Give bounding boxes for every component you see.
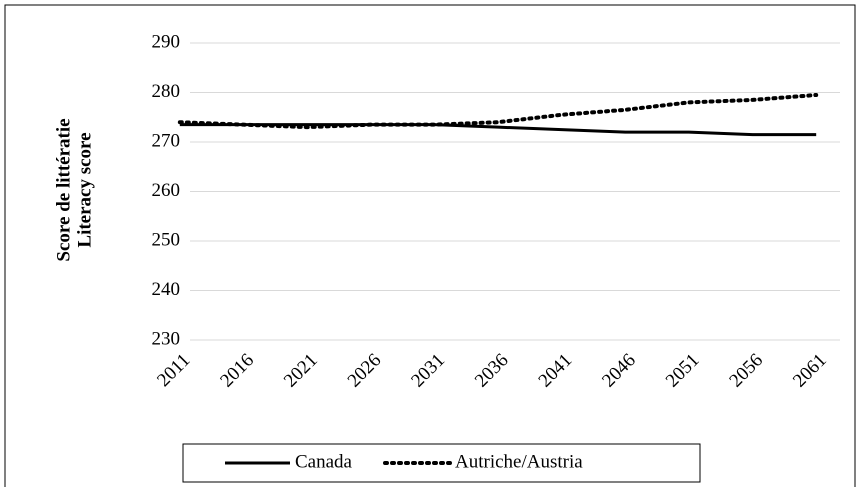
legend-label: Canada xyxy=(295,451,353,472)
y-tick-label: 270 xyxy=(152,130,181,151)
y-tick-label: 260 xyxy=(152,180,181,201)
y-axis-title-line: Literacy score xyxy=(74,132,95,247)
y-tick-label: 230 xyxy=(152,328,181,349)
y-tick-label: 250 xyxy=(152,229,181,250)
y-tick-label: 240 xyxy=(152,279,181,300)
y-axis-title: Score de littératie Literacy score xyxy=(53,118,95,261)
legend-label: Autriche/Austria xyxy=(455,451,583,472)
series-line xyxy=(177,92,819,130)
y-tick-label: 290 xyxy=(152,31,181,52)
y-tick-label: 280 xyxy=(152,81,181,102)
y-axis-title-line: Score de littératie xyxy=(53,118,74,261)
chart-frame xyxy=(4,4,856,487)
